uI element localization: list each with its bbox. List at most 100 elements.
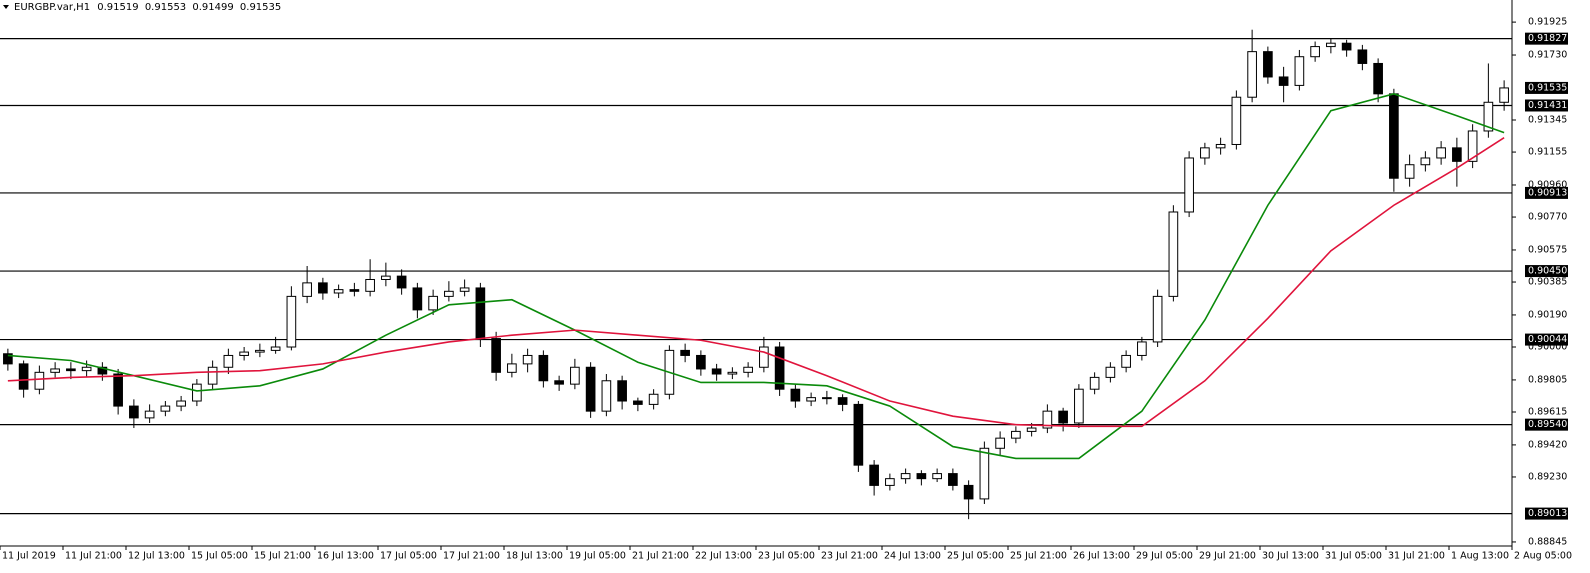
candle-body [948,473,958,486]
x-tick-label: 16 Jul 13:00 [317,551,374,562]
level-label-box [1525,507,1568,520]
x-tick-label: 23 Jul 21:00 [821,551,878,562]
candle-body [1011,430,1021,439]
level-label-box [1525,99,1568,112]
candle-body [1137,341,1147,356]
candle-body [396,275,407,289]
x-tick-label: 11 Jul 2019 [2,551,56,562]
candle-body [475,287,486,340]
header-high: 0.91553 [145,2,186,13]
x-tick-label: 12 Jul 13:00 [128,551,185,562]
candle-body [1042,410,1053,429]
candle-body [759,346,769,368]
y-tick-label: 0.91155 [1528,147,1567,158]
candle-body [1278,76,1289,86]
candle-body [129,405,139,419]
candle-body [286,295,297,348]
candle-body [853,403,864,466]
candle-body [916,473,927,480]
x-tick-label: 2 Aug 05:00 [1514,551,1572,562]
candle-body [491,338,501,373]
y-tick-label: 0.91925 [1528,17,1567,28]
candle-body [270,346,281,351]
candle-body [1389,93,1399,179]
candle-body [428,295,438,311]
y-tick-label: 0.89615 [1528,406,1567,417]
level-label: 0.90044 [1528,334,1567,345]
chart-header: EURGBP.var,H1 0.91519 0.91553 0.91499 0.… [14,2,281,13]
candle-body [1373,62,1383,95]
candle-body [1152,295,1163,343]
x-tick-label: 18 Jul 13:00 [506,551,563,562]
level-label: 0.90913 [1528,187,1567,198]
candle-body [1026,427,1037,432]
candle-body [144,410,155,419]
candle-body [1499,87,1509,103]
candle-body [1200,147,1210,159]
candle-body [570,366,580,385]
level-label-box [1525,418,1568,431]
candle-body [648,393,659,405]
candle-body [680,349,690,356]
candle-body [1483,101,1494,132]
candle-body [192,383,202,402]
level-label-box [1525,186,1568,199]
level-label: 0.89013 [1528,508,1567,519]
x-tick-label: 15 Jul 05:00 [191,551,248,562]
candle-body [1168,211,1179,297]
candle-body [176,400,186,407]
candle-body [932,473,942,480]
x-tick-label: 25 Jul 21:00 [1010,551,1067,562]
candle-body [1357,49,1368,64]
candle-body [822,397,832,400]
y-tick-label: 0.89230 [1528,471,1567,482]
candle-body [790,388,801,402]
moving-average [7,93,1505,460]
x-tick-label: 31 Jul 21:00 [1388,551,1445,562]
level-label: 0.91431 [1528,100,1567,111]
current-price-box [1525,81,1568,94]
y-tick-label: 0.88845 [1528,536,1567,547]
x-tick-label: 21 Jul 21:00 [632,551,689,562]
level-label: 0.90450 [1528,266,1567,277]
x-tick-label: 26 Jul 13:00 [1073,551,1130,562]
candle-body [1436,147,1446,159]
y-tick-label: 0.90385 [1528,277,1567,288]
candle-body [837,397,848,405]
level-label: 0.91827 [1528,33,1567,44]
candle-body [1263,51,1273,78]
candle-body [869,464,879,486]
menu-arrow[interactable] [3,5,9,9]
y-tick-label: 0.90000 [1528,342,1567,353]
candle-body [617,380,627,402]
candle-body [302,282,312,297]
x-tick-label: 24 Jul 13:00 [884,551,941,562]
candle-body [979,447,990,500]
candle-body [601,380,612,412]
candle-body [696,354,706,370]
candle-body [1215,143,1226,149]
candle-body [365,278,375,292]
current-price-label: 0.91535 [1528,82,1567,93]
candle-body [349,289,360,292]
candle-body [381,275,391,280]
candle-body [522,354,533,365]
x-tick-label: 17 Jul 21:00 [443,551,500,562]
candle-body [239,351,249,356]
candle-body [1247,51,1257,98]
candle-body [207,366,218,385]
candle-body [507,363,517,373]
candle-body [3,353,13,365]
candle-body [1058,410,1068,424]
candle-body [1341,42,1352,51]
candle-body [318,282,328,294]
x-tick-label: 29 Jul 21:00 [1199,551,1256,562]
level-label: 0.89540 [1528,419,1567,430]
candle-body [223,354,234,368]
candle-body [66,368,76,372]
candle-body [1184,157,1194,213]
y-tick-label: 0.90770 [1528,212,1567,223]
x-tick-label: 29 Jul 05:00 [1136,551,1193,562]
